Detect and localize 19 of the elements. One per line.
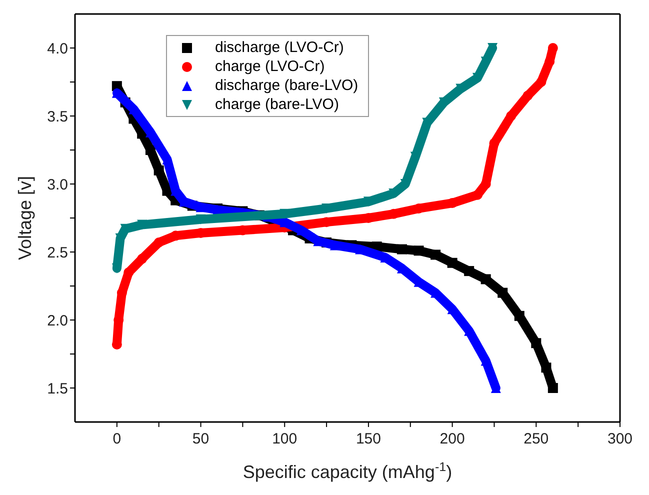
x-tick-label: 100: [272, 430, 298, 448]
x-axis-title: Specific capacity (mAhg$^{-1}$): [242, 460, 452, 482]
y-tick-label: 3.0: [47, 176, 68, 194]
y-tick-label: 2.5: [47, 244, 68, 262]
y-tick-label: 2.0: [47, 312, 68, 330]
x-tick-label: 150: [356, 430, 381, 448]
legend-label: charge (LVO-Cr): [215, 58, 325, 75]
x-tick-label: 0: [112, 430, 122, 448]
y-tick-label: 4.0: [47, 40, 68, 58]
legend-label: discharge (bare-LVO): [215, 77, 358, 94]
legend-label: charge (bare-LVO): [215, 96, 339, 113]
x-tick-label: 300: [607, 430, 633, 448]
x-tick-label: 200: [440, 430, 465, 448]
x-tick-label: 250: [524, 430, 549, 448]
y-tick-label: 1.5: [47, 380, 68, 398]
legend-label: discharge (LVO-Cr): [215, 39, 344, 56]
y-axis-title: Voltage [v]: [15, 176, 35, 260]
x-tick-label: 50: [192, 430, 210, 448]
y-tick-label: 3.5: [47, 108, 68, 126]
